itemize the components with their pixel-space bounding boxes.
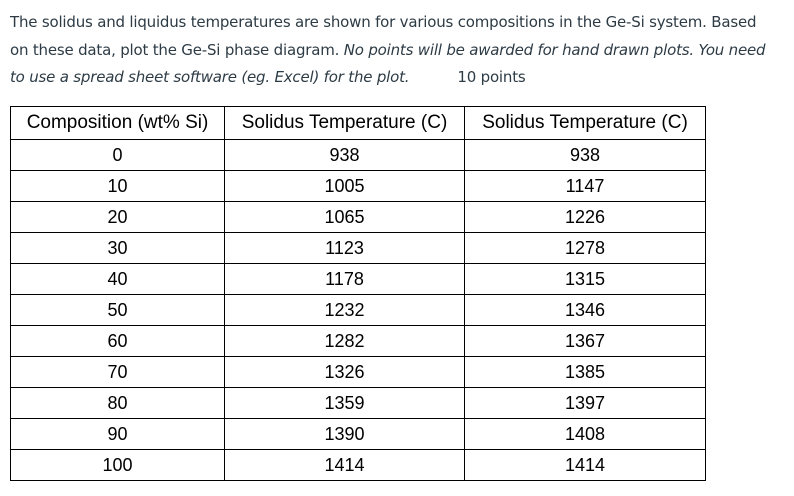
header-cell: Solidus Temperature (C) [224,106,465,140]
italic-note: No points will be awarded for hand drawn… [343,40,766,59]
table-cell: 70 [10,356,225,388]
table-row: 0 938 938 [10,139,706,171]
table-cell: 90 [10,418,225,450]
table-cell: 80 [10,387,225,419]
table-row: 70 1326 1385 [10,356,706,388]
table-row: 100 1414 1414 [10,449,706,481]
table-body: 0 938 938 10 1005 1147 20 1065 1226 30 1123 1278 40 1… [10,139,706,481]
question-text: The solidus and liquidus temperatures ar… [10,9,790,92]
table-cell: 1414 [224,449,465,481]
header-cell: Composition (wt% Si) [10,106,225,140]
table-row: 80 1359 1397 [10,387,706,419]
table-cell: 1414 [464,449,706,481]
points: 10 points [457,68,526,86]
table-cell: 60 [10,325,225,357]
table-cell: 938 [464,139,706,171]
table-cell: 1326 [224,356,465,388]
table-cell: 20 [10,201,225,233]
header-row: Composition (wt% Si) Solidus Temperature … [10,106,706,140]
table-row: 60 1282 1367 [10,325,706,357]
table-cell: 100 [10,449,225,481]
table-cell: 1315 [464,263,706,295]
table-row: 20 1065 1226 [10,201,706,233]
table-row: 50 1232 1346 [10,294,706,326]
table-cell: 1282 [224,325,465,357]
table-cell: 40 [10,263,225,295]
table-cell: 1005 [224,170,465,202]
table-row: 10 1005 1147 [10,170,706,202]
table-cell: 50 [10,294,225,326]
text-line: on these data, plot the Ge-Si phase diag… [10,37,790,65]
table-cell: 1385 [464,356,706,388]
table-cell: 1147 [464,170,706,202]
table-cell: 0 [10,139,225,171]
table-cell: 1408 [464,418,706,450]
table-cell: 938 [224,139,465,171]
table-row: 30 1123 1278 [10,232,706,264]
text-line: to use a spread sheet software (eg. Exce… [10,64,790,92]
table-cell: 1123 [224,232,465,264]
text: on these data, plot the Ge-Si phase diag… [10,40,340,59]
table-row: 40 1178 1315 [10,263,706,295]
table-cell: 1232 [224,294,465,326]
data-table: Composition (wt% Si) Solidus Temperature … [10,106,706,481]
header-cell: Solidus Temperature (C) [464,106,706,140]
table-cell: 1397 [464,387,706,419]
italic-note: to use a spread sheet software (eg. Exce… [10,68,410,86]
table-cell: 10 [10,170,225,202]
table-cell: 1359 [224,387,465,419]
table-cell: 1390 [224,418,465,450]
table-header: Composition (wt% Si) Solidus Temperature … [10,106,706,140]
table-row: 90 1390 1408 [10,418,706,450]
table-cell: 1178 [224,263,465,295]
table-cell: 1367 [464,325,706,357]
table-cell: 1278 [464,232,706,264]
text: The solidus and liquidus temperatures ar… [10,13,757,31]
table-cell: 1346 [464,294,706,326]
text-line: The solidus and liquidus temperatures ar… [10,9,790,37]
table-cell: 1226 [464,201,706,233]
table-cell: 30 [10,232,225,264]
table-cell: 1065 [224,201,465,233]
